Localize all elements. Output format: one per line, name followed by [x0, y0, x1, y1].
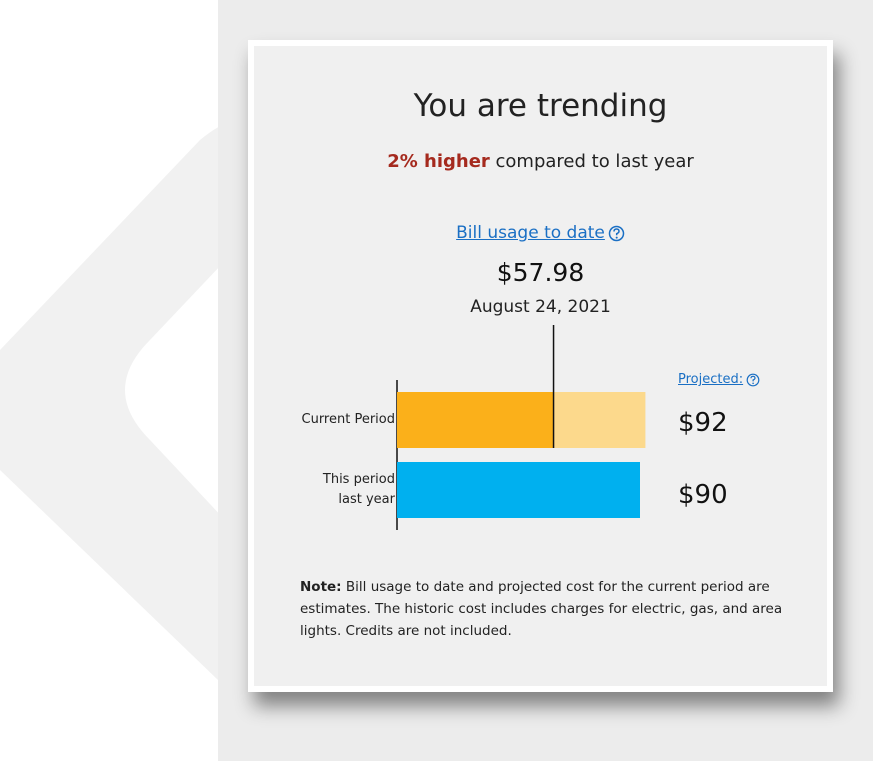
title: You are trending [413, 88, 668, 124]
row-label: Current Period [301, 412, 396, 427]
usage-link[interactable]: Bill usage to date [456, 223, 605, 243]
projected-value: $92 [678, 408, 728, 438]
projected-heading[interactable]: Projected: [678, 372, 760, 387]
help-icon[interactable] [608, 225, 625, 242]
usage-date: August 24, 2021 [470, 297, 611, 317]
last-year-bar [397, 462, 640, 518]
bar-area [396, 325, 646, 530]
note: Note: Bill usage to date and projected c… [300, 576, 800, 642]
usage-heading[interactable]: Bill usage to date [254, 223, 827, 243]
watermark-shape [0, 115, 330, 680]
card: You are trending 2% higher compared to l… [248, 40, 833, 692]
help-icon[interactable] [746, 373, 760, 387]
row-label: This period last year [322, 472, 395, 507]
usage-bar [397, 392, 554, 448]
subtitle: 2% higher compared to last year [254, 151, 827, 172]
projected-value: $90 [678, 480, 728, 510]
note-label: Note: [300, 579, 342, 595]
trend-text: compared to last year [489, 151, 694, 172]
usage-amount: $57.98 [496, 258, 585, 287]
trend-highlight: 2% higher [387, 151, 490, 172]
note-text: Bill usage to date and projected cost fo… [300, 579, 783, 639]
projected-link[interactable]: Projected: [678, 372, 744, 387]
